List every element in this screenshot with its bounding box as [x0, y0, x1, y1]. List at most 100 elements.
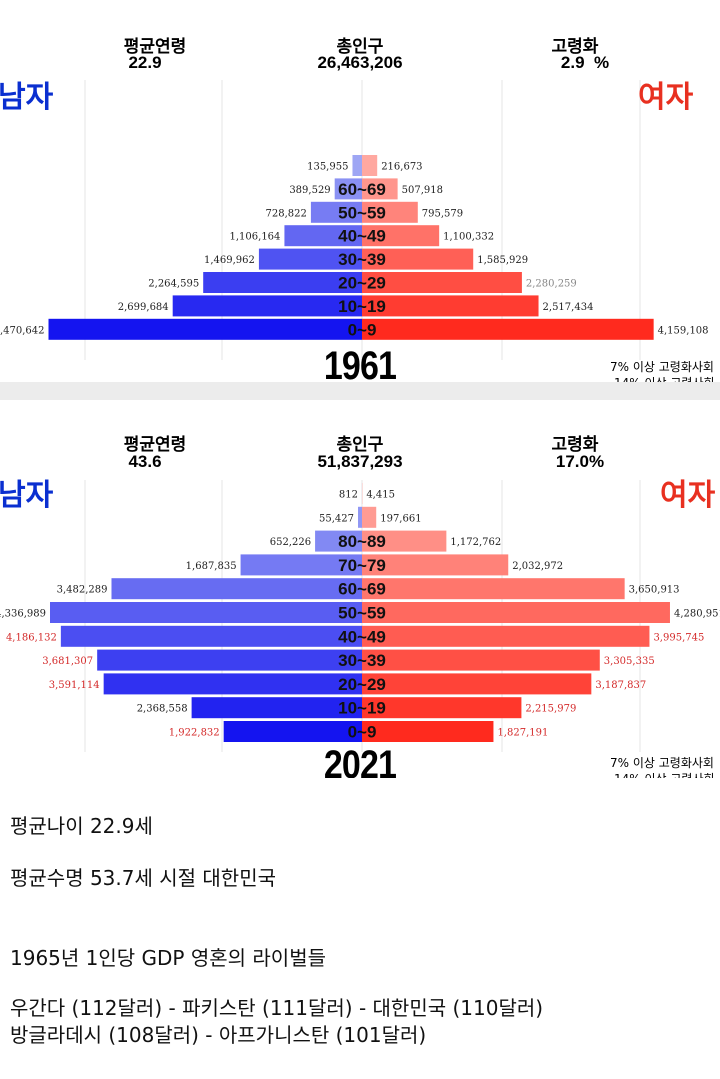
male-value-label: 1,687,835	[186, 561, 237, 572]
caption-life-expectancy: 평균수명 53.7세 시절 대한민국	[10, 866, 277, 890]
age-group-label: 0~9	[348, 320, 377, 339]
male-value-label: 55,427	[319, 513, 354, 524]
avg-age-value: 43.6	[128, 452, 162, 471]
age-group-label: 80~89	[338, 532, 386, 551]
female-value-label: 4,159,108	[658, 325, 709, 336]
pyramid-panel-1961: 135,955 216,673 389,529 507,918 60~69 728,822…	[0, 0, 720, 382]
aging-rate-label: 고령화	[551, 37, 599, 57]
pyramid-panel-2021: 812 4,415 55,427 197,661 652,226 1,172,762 80~…	[0, 400, 720, 778]
female-bar	[362, 506, 377, 528]
female-value-label: 1,585,929	[477, 255, 528, 266]
female-bar	[362, 272, 522, 293]
female-bar	[362, 721, 494, 742]
female-bar	[362, 225, 440, 247]
female-bar	[362, 530, 447, 552]
caption-gdp-rivals: 1965년 1인당 GDP 영혼의 라이벌들	[10, 946, 327, 970]
aging-rate-value: 2.9 %	[560, 53, 610, 72]
panel-separator	[0, 382, 720, 400]
female-value-label: 216,673	[381, 162, 422, 173]
total-population-value: 51,837,293	[317, 452, 403, 471]
age-group-label: 30~39	[338, 651, 386, 670]
female-label: 여자	[660, 478, 716, 513]
male-value-label: 4,336,989	[0, 609, 46, 620]
male-bar	[97, 649, 362, 671]
female-value-label: 1,827,191	[497, 728, 548, 739]
male-value-label: 1,106,164	[230, 232, 281, 243]
male-value-label: 4,186,132	[6, 632, 57, 643]
age-group-label: 20~29	[338, 274, 386, 293]
female-bar	[362, 178, 398, 200]
female-bar	[362, 673, 592, 695]
age-group-label: 60~69	[338, 580, 386, 599]
female-value-label: 2,517,434	[543, 302, 594, 313]
female-value-label: 197,661	[380, 513, 421, 524]
male-bar	[223, 721, 362, 742]
aging-rate-label: 고령화	[551, 435, 599, 455]
female-value-label: 2,280,259	[526, 279, 577, 290]
female-value-label: 4,280,951	[674, 609, 720, 620]
aging-rate-value: 17.0%	[555, 452, 605, 471]
female-value-label: 2,215,979	[525, 704, 576, 715]
male-bar	[60, 625, 363, 647]
year-label-1961: 1961	[323, 344, 397, 382]
male-label: 남자	[0, 80, 54, 115]
male-bar	[334, 178, 362, 200]
male-value-label: 2,264,595	[148, 279, 199, 290]
female-bar	[362, 554, 509, 576]
female-value-label: 3,650,913	[629, 585, 680, 596]
male-value-label: 135,955	[307, 162, 348, 173]
male-bar	[284, 225, 362, 247]
male-bar	[111, 578, 362, 600]
male-bar	[240, 554, 362, 576]
age-group-label: 50~59	[338, 203, 386, 222]
female-bar	[362, 155, 378, 176]
female-bar	[362, 578, 625, 600]
male-bar	[310, 201, 362, 223]
aged-society-note: 14% 이상 고령사회	[614, 374, 715, 382]
male-value-label: 1,922,832	[169, 728, 220, 739]
age-group-label: 50~59	[338, 604, 386, 623]
male-bar	[258, 248, 362, 270]
female-value-label: 795,579	[422, 208, 463, 219]
male-bar	[48, 318, 362, 340]
male-bar	[315, 530, 362, 552]
female-bar	[362, 201, 418, 223]
age-group-label: 30~39	[338, 250, 386, 269]
female-bar	[362, 248, 474, 270]
age-group-label: 70~79	[338, 556, 386, 575]
age-group-label: 40~49	[338, 227, 386, 246]
female-value-label: 3,995,745	[653, 632, 704, 643]
female-bar	[362, 295, 539, 317]
male-bar	[103, 673, 363, 695]
total-population-value: 26,463,206	[317, 53, 403, 72]
avg-age-label: 평균연령	[123, 37, 187, 57]
female-bar	[362, 649, 600, 671]
aged-society-note: 14% 이상 고령사회	[614, 770, 715, 778]
year-label-2021: 2021	[323, 743, 397, 778]
age-group-label: 40~49	[338, 627, 386, 646]
female-value-label: 1,172,762	[450, 537, 501, 548]
male-value-label: 728,822	[266, 208, 307, 219]
aging-society-note: 7% 이상 고령화사회	[610, 756, 714, 770]
age-group-label: 20~29	[338, 675, 386, 694]
caption-avg-age: 평균나이 22.9세	[10, 814, 153, 838]
caption-countries-line1: 우간다 (112달러) - 파키스탄 (111달러) - 대한민국 (110달러…	[10, 996, 544, 1020]
male-value-label: 389,529	[289, 185, 330, 196]
pyramid-chart-1961: 135,955 216,673 389,529 507,918 60~69 728,822…	[0, 80, 709, 360]
female-bar	[362, 318, 654, 340]
male-value-label: 2,699,684	[118, 302, 169, 313]
male-bar	[172, 295, 362, 317]
age-group-label: 10~19	[338, 699, 386, 718]
male-value-label: 3,591,114	[49, 680, 100, 691]
male-value-label: 3,681,307	[42, 656, 93, 667]
age-group-label: 60~69	[338, 180, 386, 199]
male-bar	[203, 272, 362, 293]
female-bar	[362, 697, 522, 719]
pyramid-chart-2021: 812 4,415 55,427 197,661 652,226 1,172,762 80~…	[0, 480, 720, 752]
female-value-label: 2,032,972	[512, 561, 563, 572]
male-bar	[50, 602, 362, 623]
female-bar	[362, 625, 650, 647]
aging-society-note: 7% 이상 고령화사회	[610, 360, 714, 374]
age-group-label: 10~19	[338, 297, 386, 316]
male-value-label: 812	[339, 490, 358, 501]
